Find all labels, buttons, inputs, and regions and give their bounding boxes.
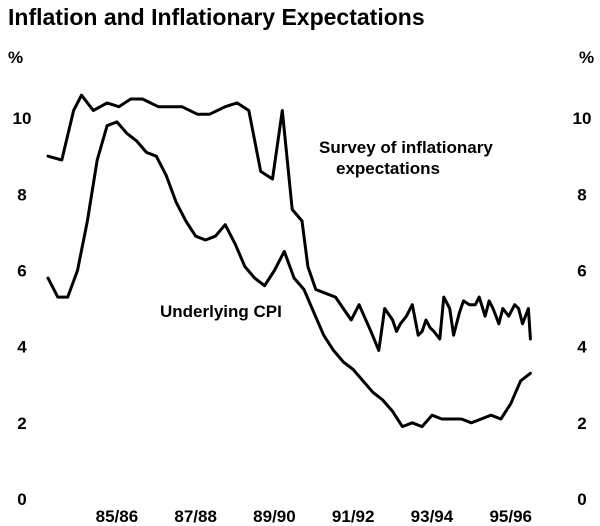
left-axis-unit: % [8, 48, 23, 67]
underlying-cpi-line [46, 120, 532, 429]
right-y-axis: 0 2 4 6 8 10 [573, 109, 592, 509]
right-y-tick-label: 0 [577, 490, 586, 509]
right-y-tick-label: 10 [573, 109, 592, 128]
left-y-tick-label: 10 [13, 109, 32, 128]
left-y-axis: 0 2 4 6 8 10 [13, 109, 32, 509]
x-tick-label: 95/96 [489, 507, 532, 526]
left-y-tick-label: 8 [17, 185, 26, 204]
right-y-tick-label: 2 [577, 414, 586, 433]
x-tick-label: 93/94 [411, 507, 454, 526]
right-y-tick-label: 4 [577, 338, 587, 357]
x-axis: 85/86 87/88 89/90 91/92 93/94 95/96 [96, 507, 532, 526]
right-y-tick-label: 8 [577, 185, 586, 204]
cpi-series-label: Underlying CPI [160, 302, 282, 321]
series-lines [46, 93, 532, 429]
survey-series-label-line1: Survey of inflationary [319, 138, 493, 157]
x-tick-label: 85/86 [96, 507, 139, 526]
x-tick-label: 89/90 [253, 507, 296, 526]
survey-expectations-line [46, 93, 532, 352]
x-tick-label: 91/92 [332, 507, 375, 526]
left-y-tick-label: 4 [17, 338, 27, 357]
left-y-tick-label: 2 [17, 414, 26, 433]
right-y-tick-label: 6 [577, 261, 586, 280]
survey-series-label-line2: expectations [336, 159, 440, 178]
x-tick-label: 87/88 [174, 507, 217, 526]
chart-title: Inflation and Inflationary Expectations [8, 4, 425, 30]
right-axis-unit: % [579, 48, 594, 67]
left-y-tick-label: 6 [17, 261, 26, 280]
left-y-tick-label: 0 [17, 490, 26, 509]
